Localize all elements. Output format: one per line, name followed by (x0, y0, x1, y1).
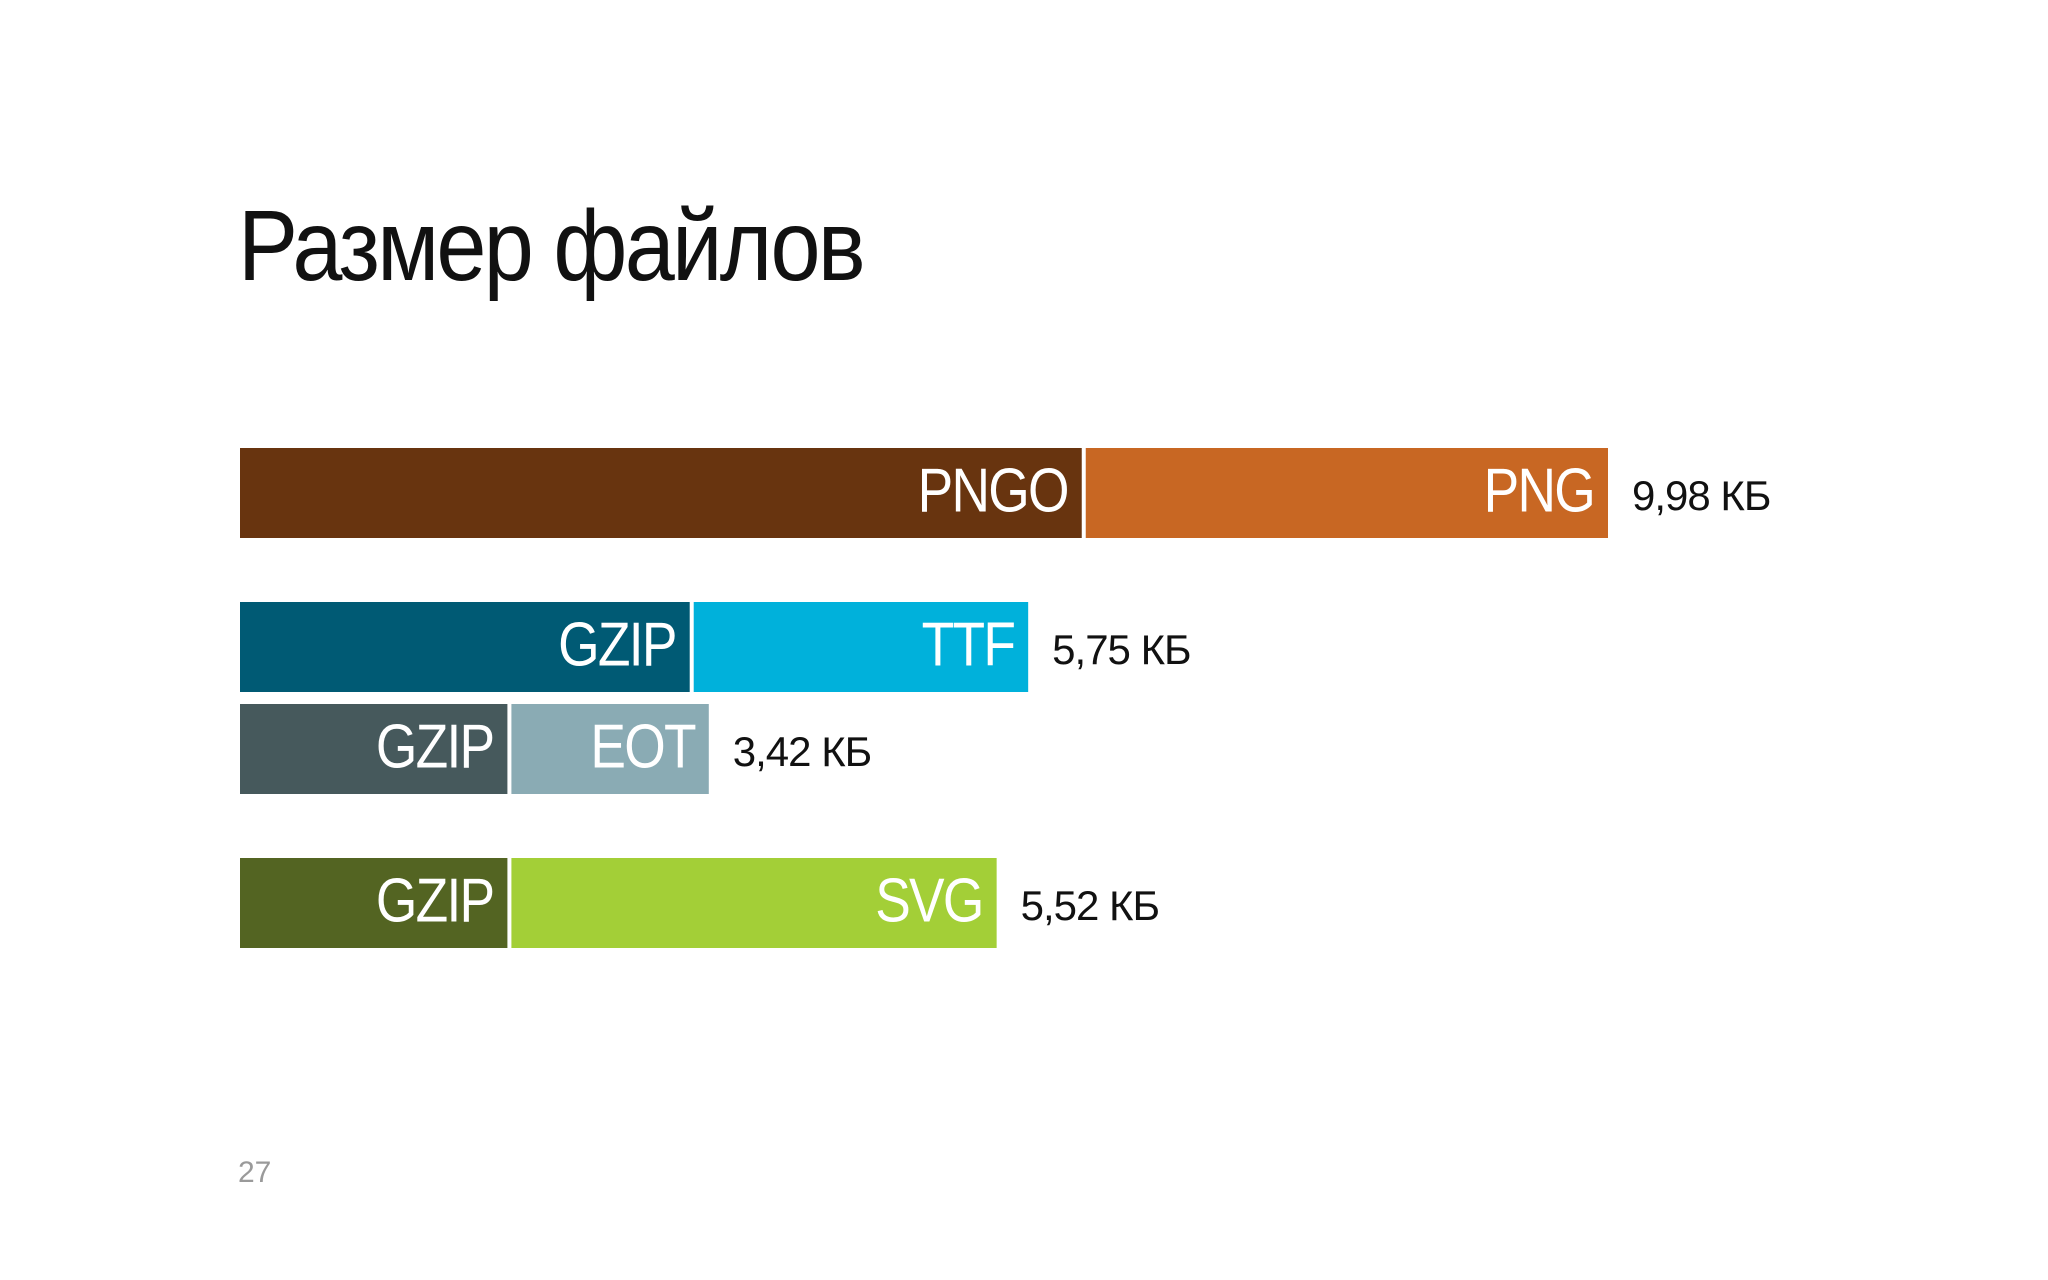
segment-label: GZIP (376, 867, 494, 936)
bar-segment-gzip (240, 704, 508, 794)
bar-segment-png (1085, 448, 1608, 538)
segment-label: EOT (590, 713, 695, 782)
total-value-label: 5,52 КБ (1021, 882, 1159, 929)
bar-segment-gzip (240, 858, 508, 948)
bar-segment-gzip (240, 602, 690, 692)
segment-label: GZIP (376, 713, 494, 782)
bar-segment-eot (511, 704, 709, 794)
segment-label: PNGO (918, 457, 1068, 526)
segment-label: TTF (922, 611, 1015, 680)
segment-label: SVG (875, 867, 982, 936)
bar-segment-svg (511, 858, 997, 948)
bar-segment-ttf (693, 602, 1029, 692)
segment-label: PNG (1484, 457, 1594, 526)
total-value-label: 3,42 КБ (733, 728, 871, 775)
page-number: 27 (238, 1156, 272, 1189)
total-value-label: 5,75 КБ (1052, 626, 1190, 673)
bar-segment-pngo (240, 448, 1082, 538)
slide-title: Размер файлов (238, 190, 866, 302)
segment-label: GZIP (558, 611, 676, 680)
total-value-label: 9,98 КБ (1632, 472, 1770, 519)
